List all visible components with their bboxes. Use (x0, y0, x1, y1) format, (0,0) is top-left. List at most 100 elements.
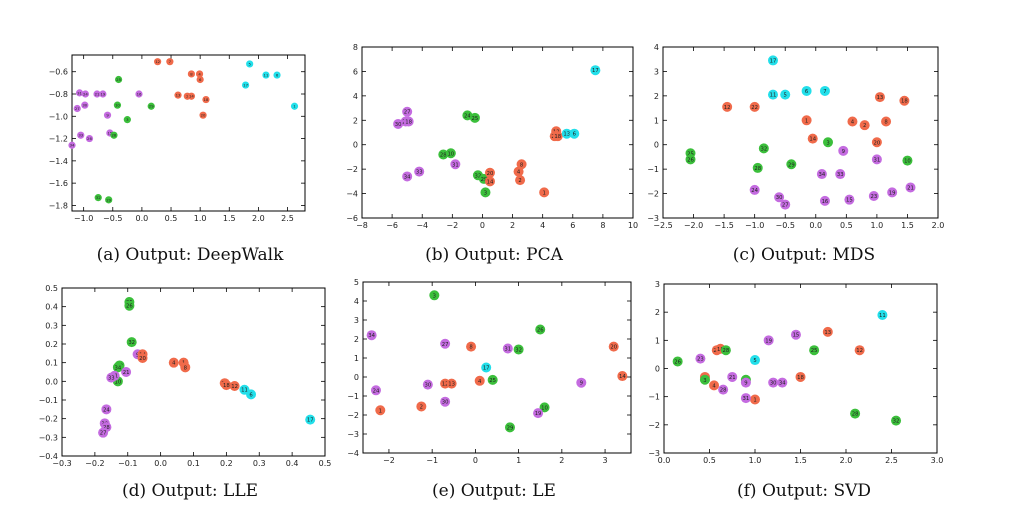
data-point-label: 21 (729, 375, 736, 381)
data-point: 1 (375, 405, 386, 416)
data-point-label: 10 (115, 379, 122, 385)
data-point-label: 22 (751, 105, 758, 111)
y-tick-label: 4 (654, 43, 659, 52)
y-tick-label: 0.1 (45, 359, 58, 368)
data-point-label: 18 (717, 347, 724, 353)
y-tick-label: −1.0 (49, 112, 68, 121)
data-point-label: 3 (484, 190, 487, 196)
x-tick-label: 3 (603, 456, 608, 465)
data-point: 18 (202, 95, 210, 104)
data-point-label: 17 (307, 418, 314, 424)
data-point: 11 (262, 71, 270, 79)
data-point: 32 (94, 194, 102, 202)
data-point-label: 26 (87, 136, 92, 141)
data-point-marker (154, 58, 162, 66)
data-point-label: 26 (126, 304, 133, 310)
data-point-label: 28 (754, 166, 761, 172)
data-point-label: 30 (770, 381, 777, 387)
y-tick-label: −3 (347, 430, 359, 439)
data-point: 4 (168, 357, 179, 368)
data-point-marker (780, 89, 791, 100)
data-point-marker (466, 341, 477, 352)
y-tick-label: 5 (354, 278, 359, 287)
x-tick-label: 0 (480, 221, 485, 230)
data-point-label: 6 (249, 392, 253, 398)
data-point: 20 (137, 353, 148, 363)
data-point-marker (887, 187, 898, 198)
data-point: 9 (576, 377, 587, 388)
data-point: 16 (819, 195, 830, 206)
x-tick-label: 0.5 (703, 456, 716, 465)
y-tick-label: 0 (353, 141, 358, 150)
data-point-label: 24 (464, 113, 471, 119)
data-point-marker (699, 374, 710, 385)
data-point: 19 (533, 408, 544, 419)
caption-mds: (c) Output: MDS (732, 245, 876, 265)
data-point: 33 (77, 131, 85, 139)
data-point-marker (844, 194, 855, 205)
data-point: 13 (561, 128, 572, 139)
x-tick-label: 2.0 (932, 221, 945, 230)
data-point-marker (823, 137, 833, 148)
data-point: 4 (195, 70, 204, 78)
data-point-marker (533, 408, 544, 419)
data-point: 6 (196, 75, 204, 84)
data-point-label: 27 (782, 203, 789, 209)
data-point-marker (801, 115, 812, 126)
data-point: 34 (777, 377, 788, 388)
data-point: 3 (480, 187, 491, 198)
data-point: 18 (221, 380, 232, 391)
data-point: 14 (617, 371, 628, 382)
data-point: 4 (847, 116, 858, 127)
y-tick-label: −6 (346, 214, 358, 223)
data-point: 14 (807, 133, 818, 144)
data-point-marker (462, 110, 473, 121)
data-point-marker (569, 128, 580, 139)
data-point-marker (561, 128, 572, 139)
y-tick-label: 3 (655, 280, 660, 289)
data-point: 33 (835, 169, 846, 180)
data-point-marker (850, 408, 861, 419)
data-point-marker (515, 175, 526, 186)
x-tick-label: 0.0 (658, 456, 671, 465)
data-point: 27 (402, 106, 413, 117)
data-point: 24 (101, 404, 112, 415)
data-point: 27 (73, 104, 81, 113)
y-tick-label: 6 (353, 67, 358, 76)
data-point-marker (77, 131, 85, 139)
data-point: 3 (823, 137, 833, 148)
data-point-label: 1 (379, 408, 382, 414)
y-tick-label: −1.4 (49, 157, 68, 166)
data-point-marker (752, 162, 763, 173)
data-point-marker (576, 377, 587, 388)
data-point-label: 9 (580, 381, 583, 387)
x-tick-label: 2.0 (840, 456, 853, 465)
data-point-label: 5 (784, 93, 787, 99)
data-point: 23 (695, 353, 706, 364)
data-point-marker (469, 112, 480, 123)
data-point: 32 (513, 344, 524, 355)
data-point: 24 (81, 90, 89, 98)
data-point-marker (103, 111, 112, 119)
data-point-label: 24 (103, 407, 110, 413)
data-point-marker (695, 353, 706, 364)
y-tick-label: −0.6 (49, 68, 68, 77)
data-point-marker (221, 380, 232, 391)
data-point-label: 24 (83, 91, 88, 96)
data-point: 27 (780, 199, 791, 210)
data-point: 3 (429, 290, 440, 301)
data-point-label: 10 (904, 159, 911, 165)
data-point-label: 8 (184, 365, 188, 371)
data-point-label: 9 (744, 381, 747, 387)
y-tick-label: −0.3 (39, 433, 58, 442)
data-point-marker (168, 357, 179, 368)
x-tick-label: 1.0 (749, 456, 762, 465)
data-point: 28 (718, 384, 729, 395)
y-tick-label: 0.0 (45, 377, 58, 386)
data-point: 28 (752, 162, 763, 173)
data-point-marker (874, 92, 885, 103)
data-point-marker (539, 402, 550, 413)
x-tick-label: 2.5 (281, 214, 294, 223)
y-tick-label: 0.5 (45, 284, 58, 293)
data-point-marker (305, 414, 316, 425)
